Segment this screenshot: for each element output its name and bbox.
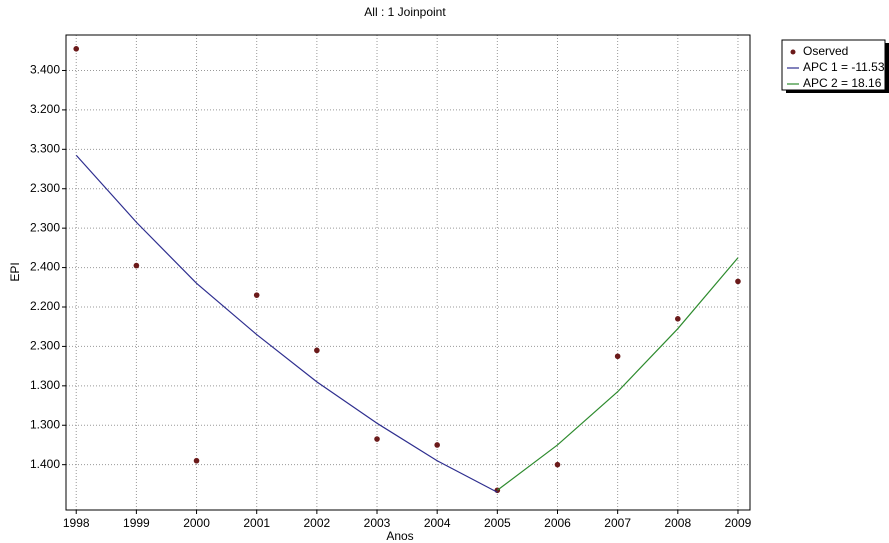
chart-title: All : 1 Joinpoint — [364, 5, 446, 19]
plot-frame — [65, 34, 751, 511]
x-tick-label: 2000 — [183, 516, 210, 530]
x-tick-label: 2007 — [604, 516, 631, 530]
y-tick-label: 3.200 — [30, 102, 60, 116]
y-tick-label: 1.400 — [30, 457, 60, 471]
y-tick-label: 1.300 — [30, 378, 60, 392]
data-point — [675, 316, 681, 322]
x-tick-label: 2003 — [364, 516, 391, 530]
legend-label: APC 2 = 18.16 — [803, 76, 882, 90]
x-tick-label: 1999 — [123, 516, 150, 530]
data-point — [735, 278, 741, 285]
x-tick-label: 1998 — [63, 516, 90, 530]
data-point — [434, 442, 440, 448]
x-tick-label: 2009 — [725, 516, 752, 530]
data-point — [614, 353, 621, 360]
fit-line — [75, 154, 498, 493]
data-point — [73, 45, 80, 52]
x-tick-label: 2002 — [304, 516, 331, 530]
x-tick-label: 2004 — [424, 516, 451, 530]
x-tick-label: 2005 — [484, 516, 511, 530]
legend-label: Oserved — [803, 44, 848, 58]
data-point — [314, 347, 320, 354]
legend-label: APC 1 = -11.53* — [803, 60, 889, 74]
x-tick-label: 2008 — [664, 516, 691, 530]
y-tick-label: 2.400 — [30, 260, 60, 274]
legend-box — [781, 39, 886, 91]
data-point — [133, 262, 140, 269]
x-tick-label: 2006 — [544, 516, 571, 530]
x-axis-label: Anos — [386, 529, 413, 543]
y-tick-label: 2.300 — [30, 339, 60, 353]
fit-line — [496, 257, 739, 491]
y-tick-label: 3.400 — [30, 63, 60, 77]
y-tick-label: 2.200 — [30, 299, 60, 313]
y-axis-label: EPI — [8, 262, 22, 281]
data-point — [253, 292, 260, 298]
y-tick-label: 3.300 — [30, 141, 60, 155]
data-point — [193, 457, 200, 464]
y-tick-label: 2.300 — [30, 220, 60, 234]
legend-marker — [790, 49, 796, 55]
y-tick-label: 1.300 — [30, 417, 60, 431]
y-tick-label: 2.300 — [30, 181, 60, 195]
data-point — [374, 436, 380, 442]
data-point — [554, 461, 561, 468]
x-tick-label: 2001 — [243, 516, 270, 530]
